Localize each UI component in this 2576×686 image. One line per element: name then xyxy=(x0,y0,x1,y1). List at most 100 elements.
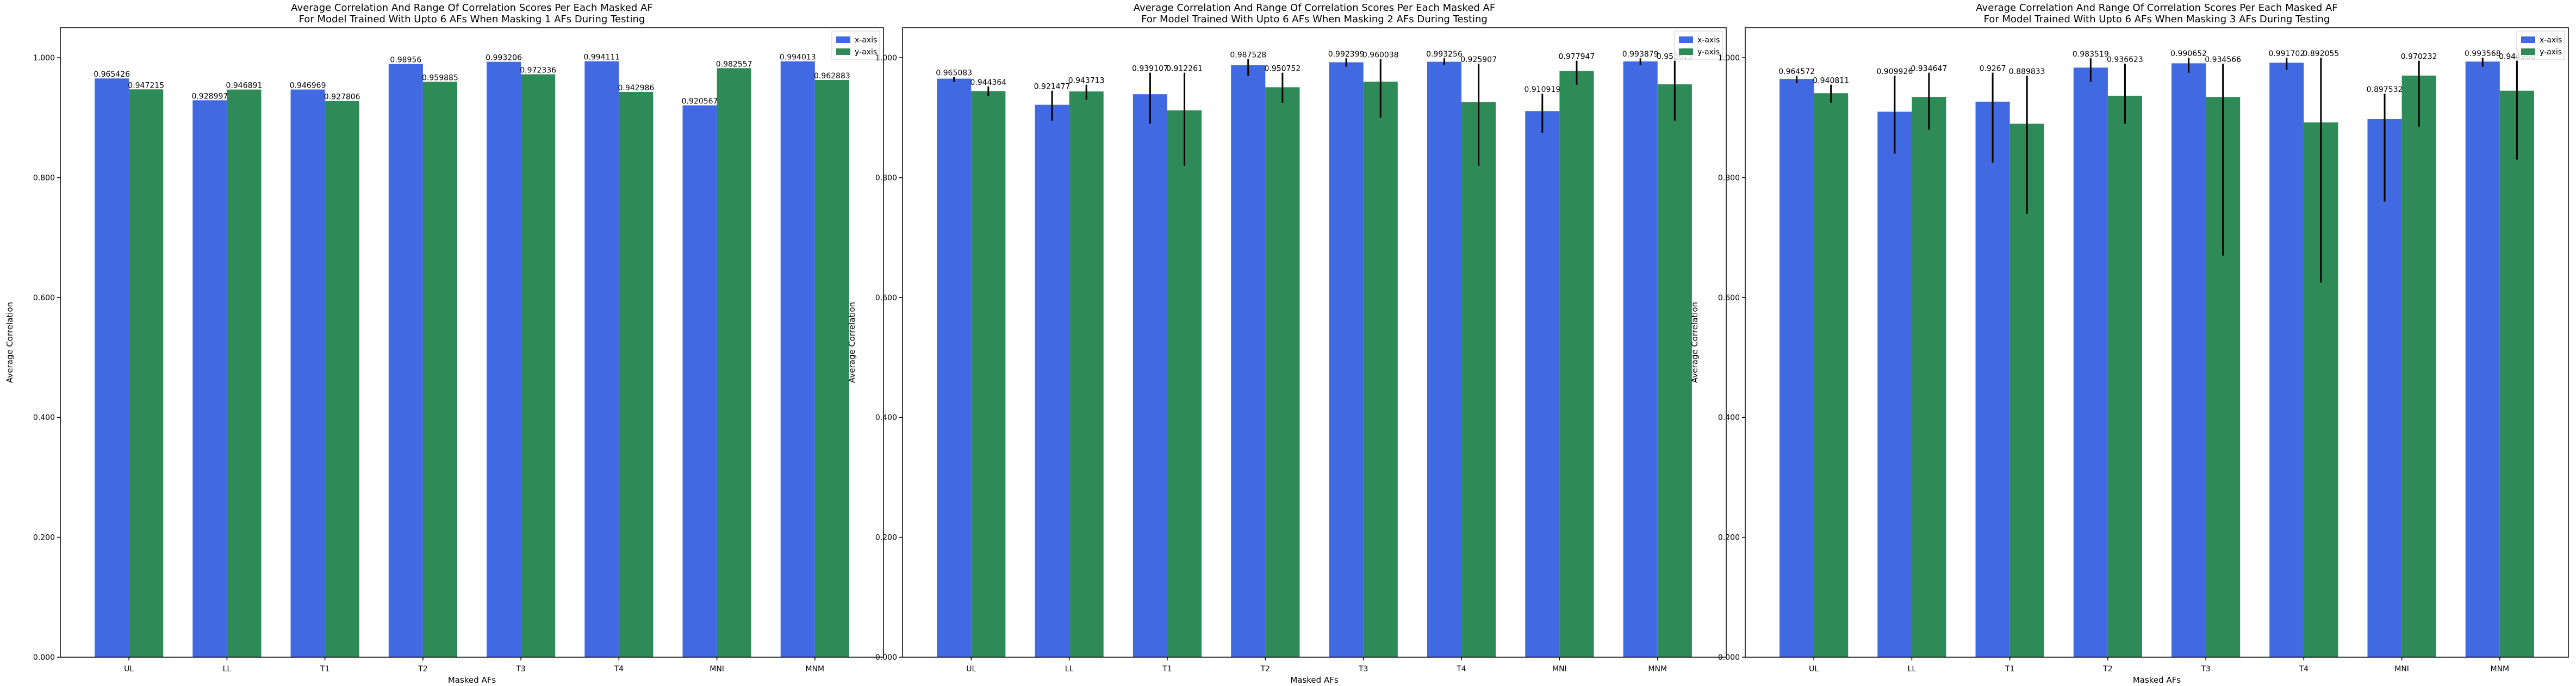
x-tick-label: UL xyxy=(966,665,976,673)
chart-subtitle: For Model Trained With Upto 6 AFs When M… xyxy=(1141,14,1488,25)
data-label: 0.990652 xyxy=(2170,50,2207,58)
data-label: 0.950752 xyxy=(1264,65,1301,73)
bar-x-axis-LL xyxy=(192,100,227,657)
bar-x-axis-T2 xyxy=(388,64,423,657)
data-label: 0.897532 xyxy=(2367,85,2403,94)
bar-y-axis-T1 xyxy=(1167,110,1202,657)
data-label: 0.962883 xyxy=(814,72,850,81)
x-tick-label: LL xyxy=(1065,665,1074,673)
x-tick-label: T3 xyxy=(1358,665,1368,673)
y-tick-label: 0.000 xyxy=(33,653,55,662)
x-tick-label: T3 xyxy=(2200,665,2210,673)
x-axis-label: Masked AFs xyxy=(1290,675,1339,685)
legend-label-x-axis: x-axis xyxy=(2540,36,2562,45)
bar-y-axis-UL xyxy=(129,89,164,657)
x-tick-label: T1 xyxy=(320,665,329,673)
x-tick-label: MNI xyxy=(1552,665,1567,673)
x-tick-label: T3 xyxy=(515,665,525,673)
bar-x-axis-T3 xyxy=(1329,62,1364,657)
chart-subtitle: For Model Trained With Upto 6 AFs When M… xyxy=(299,14,645,25)
data-label: 0.946969 xyxy=(290,82,326,90)
bar-y-axis-MNM xyxy=(2499,90,2534,658)
bar-x-axis-T4 xyxy=(2269,63,2304,657)
x-tick-label: MNM xyxy=(806,665,825,673)
bar-x-axis-T1 xyxy=(1133,94,1167,658)
chart-panel-2: Average Correlation And Range Of Correla… xyxy=(847,2,1727,685)
data-label: 0.98956 xyxy=(390,56,421,65)
y-tick-label: 0.600 xyxy=(33,294,55,302)
y-tick-label: 0.200 xyxy=(875,534,897,542)
x-tick-label: LL xyxy=(1908,665,1917,673)
data-label: 0.960038 xyxy=(1362,51,1399,59)
data-label: 0.934566 xyxy=(2205,55,2241,64)
data-label: 0.972336 xyxy=(520,66,556,75)
plot-frame xyxy=(902,27,1727,658)
y-tick-label: 0.600 xyxy=(875,294,897,302)
data-label: 0.9267 xyxy=(1980,65,2006,73)
legend-swatch-y-axis xyxy=(2521,48,2535,55)
data-label: 0.946891 xyxy=(226,82,263,90)
bar-y-axis-T3 xyxy=(521,74,556,657)
data-label: 0.991702 xyxy=(2268,50,2305,58)
legend-swatch-x-axis xyxy=(2521,36,2535,43)
data-label: 0.992399 xyxy=(1328,50,1365,59)
bar-x-axis-UL xyxy=(95,78,129,657)
y-tick-label: 0.800 xyxy=(875,174,897,182)
x-tick-label: T1 xyxy=(2005,665,2014,673)
legend-swatch-y-axis xyxy=(836,48,850,55)
legend-swatch-y-axis xyxy=(1679,48,1693,55)
x-tick-label: T4 xyxy=(2299,665,2309,673)
data-label: 0.965426 xyxy=(94,70,130,79)
x-tick-label: T4 xyxy=(1456,665,1466,673)
data-label: 0.964572 xyxy=(1778,67,1815,76)
bar-y-axis-LL xyxy=(1912,97,1946,657)
data-label: 0.927806 xyxy=(324,93,360,102)
chart-title: Average Correlation And Range Of Correla… xyxy=(291,2,652,14)
y-axis-label: Average Correlation xyxy=(1690,302,1700,383)
data-label: 0.987528 xyxy=(1230,51,1266,59)
bar-y-axis-MNI xyxy=(1559,71,1594,658)
bar-x-axis-MNI xyxy=(1525,111,1560,657)
data-label: 0.925907 xyxy=(1460,55,1497,64)
x-tick-label: MNI xyxy=(2394,665,2409,673)
data-label: 0.940811 xyxy=(1813,77,1849,85)
bar-x-axis-T4 xyxy=(584,61,619,658)
y-tick-label: 0.600 xyxy=(1718,294,1740,302)
bar-x-axis-T3 xyxy=(487,61,521,658)
chart-title: Average Correlation And Range Of Correla… xyxy=(1976,2,2337,14)
bar-x-axis-MNM xyxy=(2465,61,2500,657)
y-axis-label: Average Correlation xyxy=(5,302,15,383)
data-label: 0.993568 xyxy=(2465,50,2501,58)
bar-y-axis-MNI xyxy=(717,68,751,657)
legend-label-y-axis: y-axis xyxy=(2540,48,2562,57)
legend-label-y-axis: y-axis xyxy=(855,48,877,57)
chart-subtitle: For Model Trained With Upto 6 AFs When M… xyxy=(1984,14,2330,25)
x-tick-label: T2 xyxy=(418,665,427,673)
data-label: 0.921477 xyxy=(1034,83,1071,91)
data-label: 0.993879 xyxy=(1622,50,1659,59)
data-label: 0.909926 xyxy=(1876,67,1913,76)
plot-frame xyxy=(1745,27,2569,658)
x-tick-label: T1 xyxy=(1162,665,1172,673)
bar-y-axis-LL xyxy=(227,89,262,657)
data-label: 0.892055 xyxy=(2303,50,2339,58)
bar-x-axis-UL xyxy=(937,78,972,658)
legend-swatch-x-axis xyxy=(836,36,850,43)
bar-x-axis-T2 xyxy=(1231,65,1266,658)
y-tick-label: 0.400 xyxy=(1718,413,1740,422)
bar-x-axis-MNM xyxy=(780,61,815,657)
data-label: 0.993206 xyxy=(486,54,522,63)
data-label: 0.977947 xyxy=(1559,53,1595,61)
x-tick-label: T4 xyxy=(614,665,624,673)
y-tick-label: 0.200 xyxy=(33,534,55,542)
x-tick-label: MNM xyxy=(1648,665,1667,673)
chart-title: Average Correlation And Range Of Correla… xyxy=(1134,2,1495,14)
bar-y-axis-UL xyxy=(1814,93,1849,657)
data-label: 0.889833 xyxy=(2009,67,2045,76)
legend-label-y-axis: y-axis xyxy=(1697,48,1720,57)
data-label: 0.944364 xyxy=(970,78,1006,87)
data-label: 0.993256 xyxy=(1426,50,1463,59)
data-label: 0.942986 xyxy=(618,84,654,92)
bar-x-axis-T4 xyxy=(1427,61,1462,657)
